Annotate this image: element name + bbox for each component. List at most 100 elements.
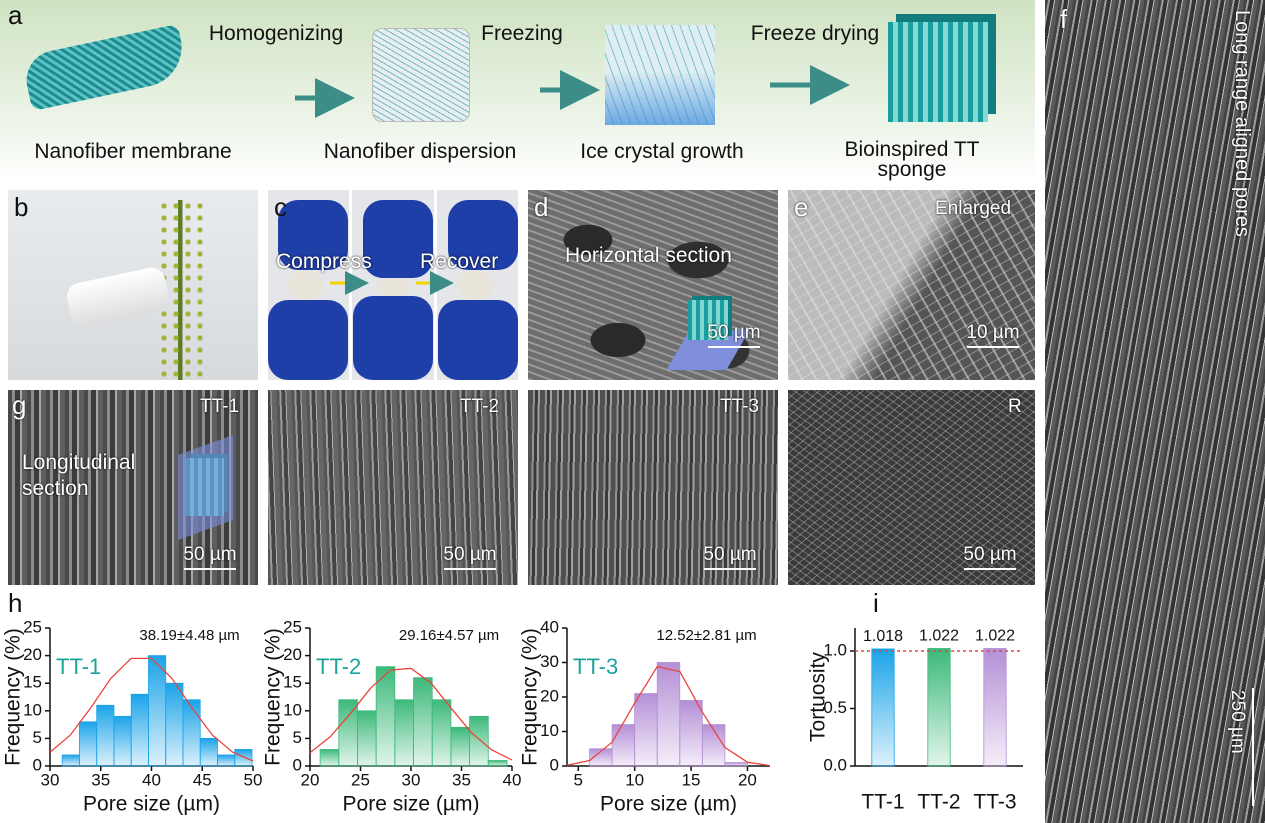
image-title: Long range aligned pores: [1231, 10, 1253, 237]
image-title: Enlarged: [935, 198, 1012, 219]
photo: [8, 190, 258, 380]
sem-image: [528, 190, 778, 380]
panel-label: g: [12, 390, 27, 420]
stage-label: Ice crystal growth: [580, 140, 744, 163]
histogram-bar: [469, 715, 489, 767]
x-tick-label: 20: [301, 770, 320, 789]
sem-image: [788, 390, 1035, 585]
histogram-bar: [375, 666, 396, 767]
bar: [983, 648, 1007, 767]
x-tick-label: 45: [193, 770, 212, 789]
image-title: Longitudinal section: [22, 451, 136, 500]
histogram-bar: [79, 721, 98, 767]
scale-bar: [1252, 688, 1254, 806]
panel-label: a: [8, 0, 23, 30]
y-tick-label: 5: [33, 728, 42, 747]
histogram-bar: [130, 693, 149, 767]
y-tick-label: 10: [23, 700, 42, 719]
panel-label: c: [274, 192, 287, 222]
fit-curve: [309, 667, 513, 761]
x-tick-label: 25: [351, 770, 370, 789]
histogram-bar: [357, 710, 377, 767]
scheme-arrows: [295, 65, 850, 118]
x-tick-label: TT-1: [861, 791, 904, 814]
annotation: 29.16±4.57 µm: [399, 627, 499, 644]
histogram-bar: [61, 754, 80, 767]
sem-image: [8, 390, 258, 585]
y-tick-label: 15: [23, 673, 42, 692]
scale-label: 50 µm: [963, 544, 1017, 565]
x-tick-label: 20: [738, 770, 757, 789]
y-tick-label: 0: [33, 755, 42, 774]
panel-label: b: [14, 192, 29, 222]
scale-bar: [444, 568, 496, 570]
histogram-bar: [634, 693, 658, 767]
y-axis-label: Frequency (%): [519, 628, 542, 766]
y-axis-label: Frequency (%): [262, 628, 285, 766]
y-tick-label: 0.5: [823, 698, 847, 717]
fit-curve: [566, 665, 771, 767]
scale-label: 50 µm: [703, 544, 757, 565]
histogram-bar: [165, 682, 184, 767]
scale-label: 50 µm: [183, 544, 237, 565]
x-tick-label: TT-3: [973, 791, 1016, 814]
histogram-bar: [113, 715, 132, 767]
x-tick-label: 35: [91, 770, 110, 789]
histogram-bar: [182, 699, 201, 767]
sem-image: [528, 390, 778, 585]
scale-label: 10 µm: [966, 322, 1020, 343]
y-tick-label: 0.0: [823, 755, 847, 774]
y-tick-label: 0: [293, 755, 302, 774]
x-tick-label: 35: [452, 770, 471, 789]
step-label: Freeze drying: [750, 22, 880, 45]
scale-bar: [704, 568, 756, 570]
y-tick-label: 0: [550, 755, 559, 774]
sponge-illustration: [888, 22, 988, 122]
histogram-bar: [217, 754, 236, 767]
y-tick-label: 30: [540, 652, 559, 671]
dispersion-illustration: [372, 28, 470, 122]
scale-bar: [964, 568, 1016, 570]
photo-text: Recover: [420, 250, 499, 273]
y-tick-label: 5: [293, 728, 302, 747]
image-title: TT-3: [720, 396, 760, 417]
histogram-bar: [199, 737, 218, 767]
photo-text: Compress: [276, 250, 372, 273]
bar: [871, 648, 895, 767]
y-tick-label: 20: [540, 686, 559, 705]
sem-image: [268, 390, 518, 585]
x-tick-label: 30: [41, 770, 60, 789]
histogram-bar: [679, 700, 703, 767]
series-label: TT-2: [316, 654, 361, 679]
scale-label: 250 µm: [1227, 690, 1248, 754]
value-label: 1.018: [863, 628, 903, 645]
compress-arrows: [330, 271, 454, 295]
x-axis-label: Pore size (µm): [600, 793, 737, 816]
panel-label: i: [873, 588, 879, 618]
histogram-bar: [338, 699, 358, 767]
series-label: TT-1: [56, 654, 101, 679]
fit-curve: [49, 657, 254, 762]
step-label: Freezing: [481, 22, 563, 45]
x-axis-label: Pore size (µm): [83, 793, 220, 816]
x-tick-label: TT-2: [917, 791, 960, 814]
y-tick-label: 25: [23, 617, 42, 636]
histogram-bar: [701, 724, 726, 767]
x-tick-label: 5: [574, 770, 583, 789]
scale-label: 50 µm: [443, 544, 497, 565]
value-label: 1.022: [975, 628, 1015, 645]
bar: [927, 648, 951, 767]
image-title: Horizontal section: [565, 244, 732, 267]
histogram-bar: [487, 760, 508, 767]
value-label: 1.022: [919, 628, 959, 645]
panel-label: h: [8, 588, 23, 618]
panel-label: f: [1060, 4, 1068, 34]
histogram-bar: [450, 726, 470, 767]
y-tick-label: 10: [540, 721, 559, 740]
y-tick-label: 10: [283, 700, 302, 719]
scale-bar: [184, 568, 236, 570]
image-title: TT-2: [460, 396, 500, 417]
x-tick-label: 30: [402, 770, 421, 789]
y-tick-label: 25: [283, 617, 302, 636]
